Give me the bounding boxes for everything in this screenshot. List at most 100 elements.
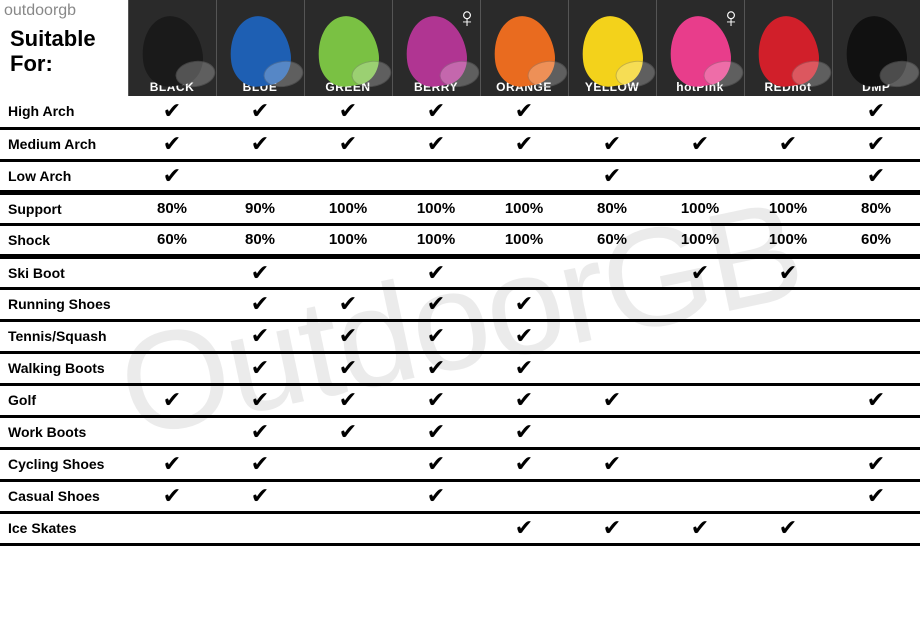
cell [480,288,568,320]
cell [568,320,656,352]
cell: 60% [832,224,920,256]
row-label: Running Shoes [0,288,128,320]
cell [744,128,832,160]
table-row: Ice Skates [0,512,920,544]
check-icon [515,522,533,539]
check-icon [867,105,885,122]
cell [832,256,920,288]
check-icon [515,362,533,379]
cell [568,96,656,128]
check-icon [867,170,885,187]
female-icon: ♀ [721,2,742,34]
insole-shape [842,12,911,90]
insole-shape [577,12,646,90]
cell [656,512,744,544]
check-icon [779,522,797,539]
cell [392,96,480,128]
cell [216,96,304,128]
cell [128,480,216,512]
insole-shape [489,12,558,90]
cell: 100% [744,192,832,224]
table-row: High Arch [0,96,920,128]
insole-shape [225,12,294,90]
check-icon [427,426,445,443]
cell [480,512,568,544]
row-label: Work Boots [0,416,128,448]
check-icon [251,394,269,411]
check-icon [427,267,445,284]
check-icon [867,138,885,155]
row-label: Walking Boots [0,352,128,384]
check-icon [603,170,621,187]
product-header-orange: ORANGE [480,0,568,96]
cell [392,384,480,416]
table-row: Walking Boots [0,352,920,384]
check-icon [867,458,885,475]
cell [480,448,568,480]
cell [216,352,304,384]
check-icon [251,267,269,284]
check-icon [251,426,269,443]
cell [128,448,216,480]
check-icon [515,298,533,315]
insole-shape [137,12,206,90]
cell: 100% [392,224,480,256]
cell [128,416,216,448]
cell: 100% [480,224,568,256]
cell [304,352,392,384]
cell [128,128,216,160]
cell [304,384,392,416]
cell: 60% [568,224,656,256]
cell [568,512,656,544]
cell [568,288,656,320]
cell [128,352,216,384]
check-icon [427,362,445,379]
cell [832,128,920,160]
cell [480,128,568,160]
check-icon [515,330,533,347]
table-row: Low Arch [0,160,920,192]
cell [128,320,216,352]
row-label: Low Arch [0,160,128,192]
table-row: Cycling Shoes [0,448,920,480]
check-icon [427,458,445,475]
cell: 100% [304,224,392,256]
cell [832,320,920,352]
cell [128,512,216,544]
check-icon [339,426,357,443]
cell: 100% [392,192,480,224]
row-label: High Arch [0,96,128,128]
check-icon [867,490,885,507]
table-row: Ski Boot [0,256,920,288]
check-icon [339,394,357,411]
cell: 80% [216,224,304,256]
cell [216,288,304,320]
cell [480,160,568,192]
table-row: Support80%90%100%100%100%80%100%100%80% [0,192,920,224]
cell [832,416,920,448]
cell [304,448,392,480]
insole-shape [313,12,382,90]
cell [480,384,568,416]
check-icon [163,394,181,411]
cell: 90% [216,192,304,224]
cell: 80% [832,192,920,224]
cell [128,160,216,192]
cell: 80% [568,192,656,224]
cell [392,416,480,448]
check-icon [427,138,445,155]
check-icon [603,522,621,539]
check-icon [251,298,269,315]
product-swatch: YELLOW [569,0,656,96]
check-icon [603,458,621,475]
check-icon [339,105,357,122]
product-header-green: GREEN [304,0,392,96]
cell [656,96,744,128]
check-icon [339,138,357,155]
cell [744,448,832,480]
cell [656,160,744,192]
comparison-table: BLACKBLUEGREEN♀BERRYORANGEYELLOW♀hotPink… [0,0,920,546]
row-label: Tennis/Squash [0,320,128,352]
cell [392,352,480,384]
row-label: Casual Shoes [0,480,128,512]
